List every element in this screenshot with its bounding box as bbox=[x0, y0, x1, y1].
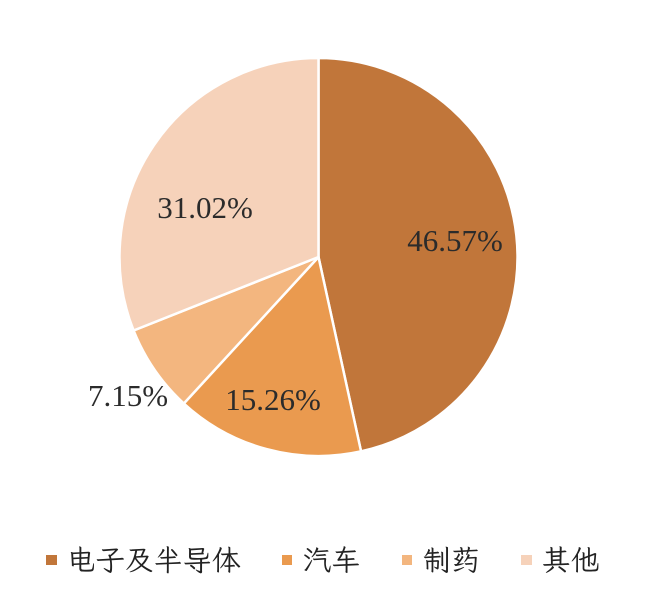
svg-text:7.15%: 7.15% bbox=[88, 378, 168, 413]
svg-text:31.02%: 31.02% bbox=[157, 190, 253, 225]
svg-text:46.57%: 46.57% bbox=[407, 223, 503, 258]
svg-text:15.26%: 15.26% bbox=[225, 382, 321, 417]
